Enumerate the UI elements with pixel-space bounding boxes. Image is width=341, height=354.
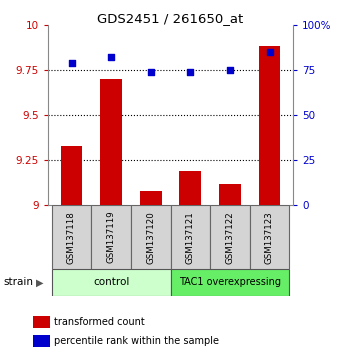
Text: GSM137122: GSM137122 [225, 211, 234, 264]
Text: GSM137121: GSM137121 [186, 211, 195, 264]
Bar [61, 146, 83, 205]
Bar [100, 79, 122, 205]
Bar [258, 46, 280, 205]
FancyBboxPatch shape [131, 205, 170, 269]
Text: strain: strain [3, 277, 33, 287]
Point [108, 55, 114, 60]
Bar [140, 191, 162, 205]
FancyBboxPatch shape [170, 205, 210, 269]
Text: GDS2451 / 261650_at: GDS2451 / 261650_at [98, 12, 243, 25]
FancyBboxPatch shape [52, 269, 170, 296]
Point [188, 69, 193, 75]
Text: percentile rank within the sample: percentile rank within the sample [54, 336, 219, 346]
FancyBboxPatch shape [170, 269, 289, 296]
Text: ▶: ▶ [36, 277, 43, 287]
FancyBboxPatch shape [91, 205, 131, 269]
Text: GSM137118: GSM137118 [67, 211, 76, 264]
Text: GSM137120: GSM137120 [146, 211, 155, 264]
Text: GSM137119: GSM137119 [107, 211, 116, 263]
FancyBboxPatch shape [250, 205, 289, 269]
Point [69, 60, 74, 65]
Text: transformed count: transformed count [54, 317, 145, 327]
Text: TAC1 overexpressing: TAC1 overexpressing [179, 277, 281, 287]
Point [227, 67, 233, 73]
FancyBboxPatch shape [210, 205, 250, 269]
Text: GSM137123: GSM137123 [265, 211, 274, 264]
FancyBboxPatch shape [52, 205, 91, 269]
Point [148, 69, 153, 75]
Bar [33, 335, 50, 347]
Text: control: control [93, 277, 129, 287]
Bar [33, 316, 50, 328]
Bar [219, 184, 241, 205]
Bar [179, 171, 201, 205]
Point [267, 49, 272, 55]
